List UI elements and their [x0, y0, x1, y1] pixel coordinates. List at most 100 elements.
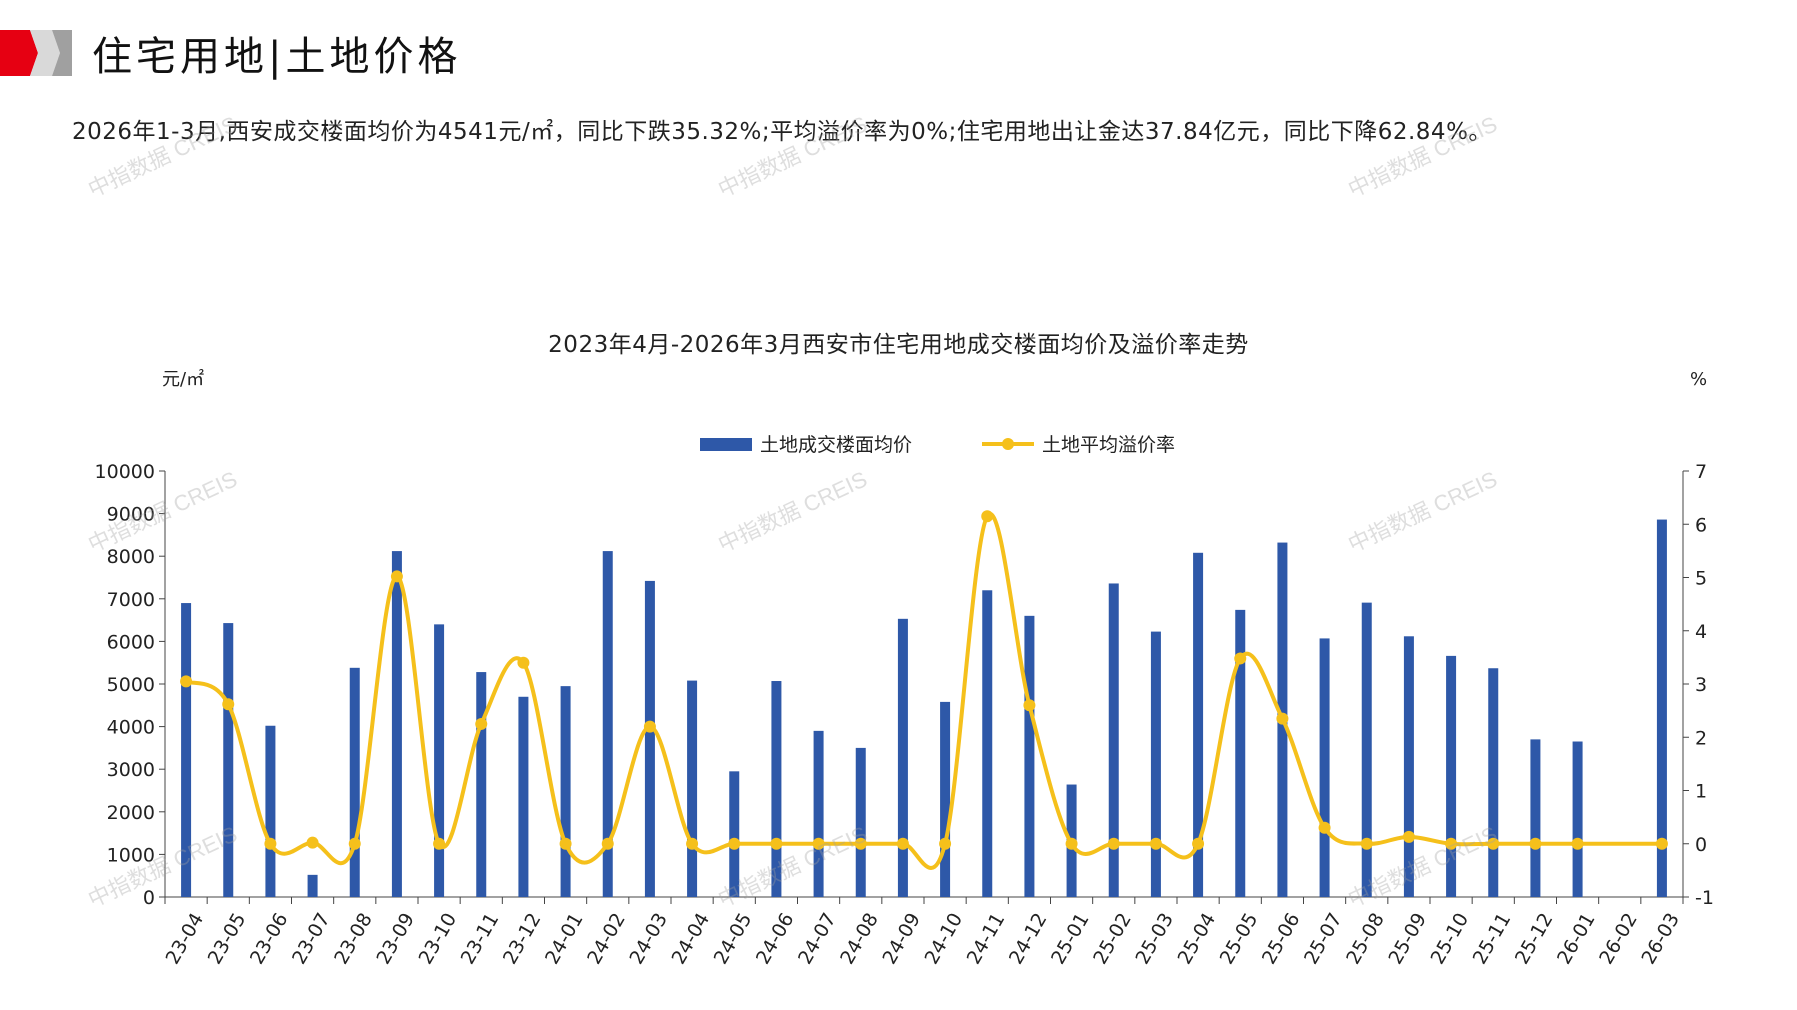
right-axis-unit: %: [1690, 369, 1707, 390]
price-bar: [813, 730, 824, 897]
price-bar: [1150, 631, 1161, 897]
premium-rate-point: [812, 837, 825, 850]
price-bar: [687, 680, 698, 897]
premium-rate-point: [475, 717, 488, 730]
x-tick-label: 25-01: [1047, 909, 1094, 968]
x-tick-label: 23-11: [457, 909, 504, 968]
price-bar: [1319, 638, 1330, 897]
x-tick-label: 26-01: [1553, 909, 1600, 968]
premium-rate-point: [1318, 821, 1331, 834]
premium-rate-point: [1402, 830, 1415, 843]
legend-line-marker: [1002, 438, 1014, 450]
x-tick-label: 25-04: [1174, 909, 1221, 968]
price-bar: [1193, 552, 1204, 897]
premium-rate-point: [1023, 699, 1036, 712]
premium-rate-point: [728, 837, 741, 850]
price-bar: [1572, 741, 1583, 897]
x-tick-label: 25-08: [1342, 909, 1389, 968]
x-tick-label: 26-02: [1595, 909, 1642, 968]
summary-text: 2026年1-3月,西安成交楼面均价为4541元/㎡，同比下跌35.32%;平均…: [72, 119, 1492, 145]
x-tick-label: 25-07: [1300, 909, 1347, 968]
x-tick-label: 23-06: [246, 909, 293, 968]
right-tick-label: -1: [1695, 887, 1714, 909]
left-tick-label: 10000: [95, 461, 155, 483]
price-bar: [307, 874, 318, 897]
premium-rate-point: [222, 698, 235, 711]
price-bar: [729, 771, 740, 897]
premium-rate-point: [770, 837, 783, 850]
x-tick-label: 24-06: [752, 909, 799, 968]
price-bar: [1530, 739, 1541, 897]
x-tick-label: 24-11: [963, 909, 1010, 968]
x-tick-label: 24-05: [710, 909, 757, 968]
left-tick-label: 4000: [107, 717, 155, 739]
premium-rate-point: [1149, 837, 1162, 850]
left-tick-label: 9000: [107, 504, 155, 526]
premium-rate-point: [643, 720, 656, 733]
right-tick-label: 4: [1695, 621, 1707, 643]
premium-rate-point: [433, 837, 446, 850]
x-tick-label: 25-06: [1258, 909, 1305, 968]
x-tick-label: 24-12: [1005, 909, 1052, 968]
right-tick-label: 3: [1695, 674, 1707, 696]
x-tick-label: 26-03: [1637, 909, 1684, 968]
price-bar: [391, 551, 402, 897]
premium-rate-point: [686, 837, 699, 850]
price-bar: [855, 747, 866, 897]
x-tick-label: 25-12: [1511, 909, 1558, 968]
price-bar: [1108, 583, 1119, 897]
page-title: 住宅用地|土地价格: [92, 34, 462, 80]
premium-rate-point: [854, 837, 867, 850]
chart-title: 2023年4月-2026年3月西安市住宅用地成交楼面均价及溢价率走势: [548, 332, 1249, 358]
price-bar: [181, 603, 192, 897]
x-tick-label: 24-02: [583, 909, 630, 968]
price-bar: [349, 667, 360, 897]
x-tick-label: 24-01: [541, 909, 588, 968]
premium-rate-point: [559, 837, 572, 850]
right-tick-label: 7: [1695, 461, 1707, 483]
x-tick-label: 24-09: [878, 909, 925, 968]
premium-rate-point: [1192, 837, 1205, 850]
x-tick-label: 23-10: [415, 909, 462, 968]
left-tick-label: 5000: [107, 674, 155, 696]
x-tick-label: 25-02: [1089, 909, 1136, 968]
x-tick-label: 23-09: [372, 909, 419, 968]
left-tick-label: 3000: [107, 759, 155, 781]
premium-rate-point: [1571, 837, 1584, 850]
price-bar: [1235, 609, 1246, 897]
premium-rate-point: [1234, 652, 1247, 665]
x-tick-label: 25-09: [1384, 909, 1431, 968]
x-tick-label: 24-10: [921, 909, 968, 968]
price-bar: [518, 696, 529, 897]
premium-rate-point: [517, 656, 530, 669]
x-tick-label: 25-11: [1469, 909, 1516, 968]
x-tick-label: 24-03: [625, 909, 672, 968]
x-tick-label: 23-05: [204, 909, 251, 968]
x-tick-label: 24-07: [794, 909, 841, 968]
premium-rate-point: [1276, 712, 1289, 725]
left-tick-label: 1000: [107, 844, 155, 866]
premium-rate-point: [1529, 837, 1542, 850]
premium-rate-point: [264, 837, 277, 850]
right-tick-label: 2: [1695, 727, 1707, 749]
x-tick-label: 23-08: [330, 909, 377, 968]
premium-rate-point: [896, 837, 909, 850]
left-tick-label: 0: [143, 887, 155, 909]
right-tick-label: 1: [1695, 781, 1707, 803]
premium-rate-line: [185, 511, 1662, 870]
premium-rate-point: [981, 510, 994, 523]
brand-logo-icon: [0, 30, 72, 76]
x-tick-label: 25-03: [1131, 909, 1178, 968]
page-header: 住宅用地|土地价格: [0, 22, 1797, 80]
price-bar: [223, 623, 234, 897]
left-tick-label: 6000: [107, 631, 155, 653]
premium-rate-point: [1360, 837, 1373, 850]
price-bar: [1024, 615, 1035, 897]
price-bar: [434, 624, 445, 897]
price-bar: [1403, 636, 1414, 897]
price-bar: [560, 686, 571, 897]
x-tick-label: 23-04: [162, 909, 209, 968]
premium-rate-point: [1655, 837, 1668, 850]
price-bar: [1361, 602, 1372, 897]
